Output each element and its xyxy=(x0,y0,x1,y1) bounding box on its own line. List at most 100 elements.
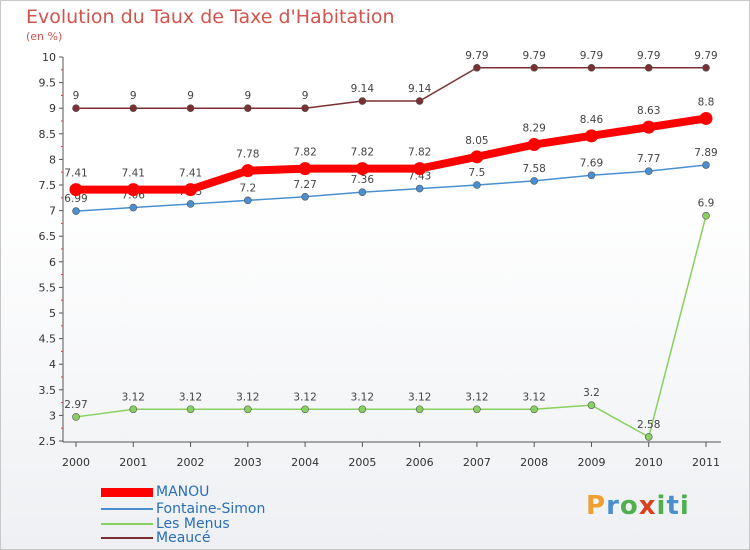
data-point-manou xyxy=(642,120,656,134)
data-point-fontaine-simon xyxy=(358,188,367,196)
y-tick-label: 8.5 xyxy=(39,128,57,141)
y-tick-label: 3.5 xyxy=(39,384,57,397)
y-tick-label: 2.5 xyxy=(39,435,57,448)
data-point-meauc- xyxy=(530,63,538,72)
chart-title: Evolution du Taux de Taxe d'Habitation xyxy=(26,6,395,28)
legend-label-manou: MANOU xyxy=(156,484,210,500)
data-label-meauc-: 9 xyxy=(302,90,309,102)
legend-swatch-meauc- xyxy=(101,537,153,539)
data-label-les-menus: 3.12 xyxy=(351,391,374,403)
data-point-manou xyxy=(69,183,83,197)
data-point-fontaine-simon xyxy=(530,177,538,185)
data-point-meauc- xyxy=(301,104,309,112)
data-label-fontaine-simon: 6.99 xyxy=(64,193,87,205)
legend-label-meauc-: Meaucé xyxy=(156,530,211,546)
y-tick-label: 7.5 xyxy=(39,179,57,192)
y-tick-label: 5 xyxy=(49,307,56,320)
brand-logo: Proxiti xyxy=(586,491,690,521)
x-tick-label: 2009 xyxy=(577,456,605,469)
data-label-meauc-: 9.14 xyxy=(351,83,375,95)
y-tick-label: 4 xyxy=(49,358,56,371)
data-point-manou xyxy=(355,162,369,176)
data-point-meauc- xyxy=(244,104,252,112)
y-tick-label: 9 xyxy=(49,102,56,115)
data-label-fontaine-simon: 7.36 xyxy=(351,174,375,186)
data-label-meauc-: 9 xyxy=(244,90,251,102)
data-label-les-menus: 2.58 xyxy=(637,419,660,431)
data-point-meauc- xyxy=(702,63,710,72)
data-label-les-menus: 3.12 xyxy=(122,391,145,403)
series-line-manou xyxy=(76,114,707,194)
data-label-les-menus: 3.12 xyxy=(236,391,259,403)
x-tick-label: 2006 xyxy=(406,456,434,469)
data-label-fontaine-simon: 7.58 xyxy=(522,163,545,175)
data-point-meauc- xyxy=(186,104,195,112)
data-label-manou: 8.46 xyxy=(580,114,604,126)
data-label-les-menus: 6.9 xyxy=(698,198,715,210)
x-tick-label: 2007 xyxy=(463,456,491,469)
data-label-manou: 7.82 xyxy=(293,147,316,159)
data-label-les-menus: 3.12 xyxy=(408,391,431,403)
brand-letter: t xyxy=(666,491,680,521)
legend-swatch-manou xyxy=(101,487,153,497)
x-tick-label: 2010 xyxy=(635,456,663,469)
data-label-fontaine-simon: 7.43 xyxy=(408,171,431,183)
data-label-manou: 7.82 xyxy=(408,147,431,159)
data-point-les-menus xyxy=(129,405,138,414)
brand-letter: P xyxy=(586,491,607,521)
data-point-les-menus xyxy=(358,405,367,414)
data-point-fontaine-simon xyxy=(186,200,195,208)
data-label-meauc-: 9 xyxy=(187,90,194,102)
data-label-manou: 7.82 xyxy=(351,147,374,159)
legend-item-fontaine-simon: Fontaine-Simon xyxy=(101,502,265,516)
data-label-meauc-: 9.79 xyxy=(522,50,545,62)
data-label-fontaine-simon: 7.5 xyxy=(469,167,486,179)
data-label-les-menus: 3.12 xyxy=(179,391,202,403)
data-point-les-menus xyxy=(702,211,710,220)
series-line-les-menus xyxy=(75,215,707,438)
data-point-les-menus xyxy=(530,405,538,414)
chart-unit: (en %) xyxy=(26,30,63,43)
x-tick-label: 2002 xyxy=(177,456,205,469)
x-tick-label: 2011 xyxy=(692,456,720,469)
y-tick-label: 3 xyxy=(49,409,56,422)
data-point-fontaine-simon xyxy=(244,196,252,205)
y-tick-label: 4.5 xyxy=(39,333,57,346)
data-point-manou xyxy=(699,111,713,125)
data-label-manou: 8.8 xyxy=(698,96,715,108)
data-label-manou: 7.78 xyxy=(236,149,259,161)
data-label-manou: 8.63 xyxy=(637,105,660,117)
data-label-manou: 7.41 xyxy=(122,168,145,180)
data-point-fontaine-simon xyxy=(644,167,653,175)
data-point-manou xyxy=(470,150,484,164)
legend-item-manou: MANOU xyxy=(101,485,209,499)
x-tick-label: 2000 xyxy=(62,456,90,469)
brand-letter: o xyxy=(619,491,639,521)
data-label-meauc-: 9 xyxy=(130,90,137,102)
y-tick-label: 10 xyxy=(42,51,56,64)
data-label-fontaine-simon: 7.27 xyxy=(293,179,316,191)
data-label-manou: 7.41 xyxy=(179,168,202,180)
y-tick-label: 7 xyxy=(49,205,56,218)
data-point-meauc- xyxy=(644,63,653,72)
brand-letter: i xyxy=(656,491,667,521)
data-label-manou: 8.05 xyxy=(465,135,488,147)
legend-label-les-menus: Les Menus xyxy=(156,516,230,532)
y-tick-label: 5.5 xyxy=(39,281,57,294)
data-label-les-menus: 3.12 xyxy=(522,391,545,403)
data-label-meauc-: 9.79 xyxy=(465,50,488,62)
data-label-fontaine-simon: 7.2 xyxy=(239,182,256,194)
data-point-les-menus xyxy=(473,405,481,414)
data-label-meauc-: 9.14 xyxy=(408,83,432,95)
data-point-les-menus xyxy=(186,405,195,414)
brand-letter: x xyxy=(638,491,657,521)
data-point-les-menus xyxy=(644,433,653,441)
data-point-meauc- xyxy=(129,104,138,112)
data-label-fontaine-simon: 7.77 xyxy=(637,153,660,165)
data-point-manou xyxy=(126,183,140,197)
y-tick-label: 6.5 xyxy=(39,230,57,243)
data-point-manou xyxy=(527,138,541,152)
y-tick-label: 8 xyxy=(49,153,56,166)
